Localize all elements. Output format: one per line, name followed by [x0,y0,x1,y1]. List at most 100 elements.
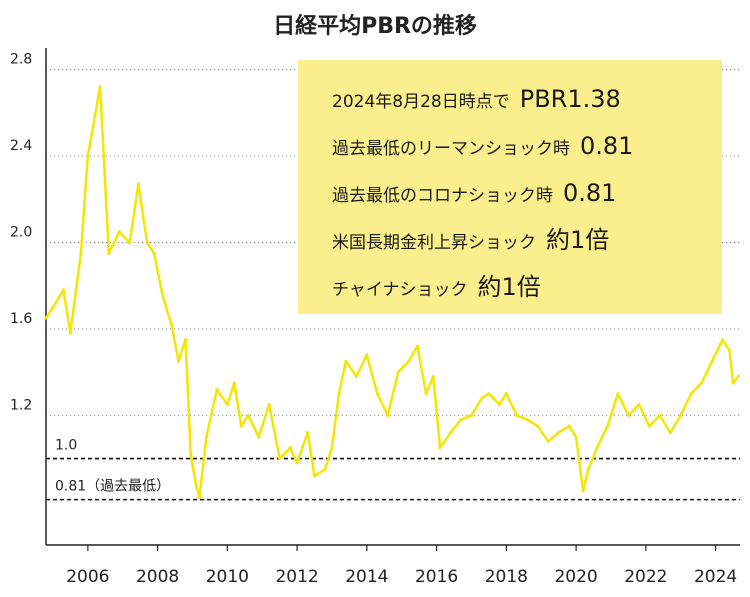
note-china: チャイナショック 約1倍 [332,264,722,311]
data-point [386,413,390,417]
data-point [215,387,219,392]
data-point [337,392,341,396]
note-value: 0.81 [580,132,634,160]
data-point [257,435,261,439]
data-point [161,294,165,299]
note-text: 過去最低のコロナショック時 [332,186,553,206]
annotation-box: 2024年8月28日時点で PBR1.38 過去最低のリーマンショック時 0.81 … [298,60,722,314]
data-point [720,338,725,342]
x-tick-label: 2018 [485,567,528,587]
data-point [480,396,484,400]
data-point [637,402,641,407]
data-point [616,392,620,396]
x-tick-label: 2014 [345,567,388,587]
data-point [354,374,358,379]
note-current-pbr: 2024年8月28日時点で PBR1.38 [332,76,722,123]
data-point [736,374,740,379]
data-point [448,431,453,435]
data-point [396,370,400,374]
data-point [365,353,369,357]
data-point [344,359,348,363]
chart-title: 日経平均PBRの推移 [273,14,477,39]
pbr-series-line [44,85,740,499]
data-point [710,359,714,363]
note-text: 2024年8月28日時点で [332,92,510,112]
x-tick-label: 2022 [624,567,667,587]
data-point [431,374,435,379]
data-point [51,305,55,309]
data-point [581,489,585,493]
data-point [424,392,428,396]
data-point [605,424,610,428]
data-point [438,446,442,450]
data-point [145,240,149,245]
data-point [668,431,672,435]
data-point [61,288,66,292]
y-tick-label: 2.8 [10,52,32,68]
x-tick-label: 2008 [136,567,179,587]
data-point [586,467,590,471]
data-point [497,402,501,407]
data-point [305,431,310,435]
data-point [546,439,550,443]
note-text: 過去最低のリーマンショック時 [332,139,570,159]
data-point [204,435,209,439]
data-point [183,338,188,342]
data-point [469,413,474,417]
data-point [536,424,540,428]
note-value: 0.81 [563,179,617,207]
data-point [658,413,662,417]
data-point [525,418,529,422]
data-point [323,467,327,471]
data-point [459,418,463,422]
data-point [232,381,236,385]
note-text: チャイナショック [332,280,468,300]
data-point [86,154,90,158]
note-text: 米国長期金利上昇ショック [332,233,536,253]
data-point [44,316,48,320]
data-point [626,413,631,417]
data-point [727,348,732,353]
note-lehman: 過去最低のリーマンショック時 0.81 [332,123,722,170]
data-point [176,359,181,363]
data-point [731,381,735,385]
data-point [225,402,229,407]
data-point [312,474,317,478]
y-tick-label: 1.2 [10,397,32,413]
reference-line-label: 1.0 [55,438,77,454]
data-point [128,240,132,245]
data-point [197,495,202,500]
data-point [700,381,704,385]
x-tick-label: 2010 [206,567,249,587]
reference-line-label: 0.81（過去最低） [55,479,170,495]
data-point [415,344,420,348]
data-point [68,331,73,335]
data-point [567,424,571,428]
note-value: 約1倍 [477,273,541,301]
note-value: 約1倍 [546,226,610,254]
x-tick-label: 2012 [275,567,318,587]
data-point [557,431,561,435]
data-point [375,392,379,396]
data-point [574,435,578,439]
y-tick-label: 2.0 [10,224,32,240]
data-point [136,182,141,186]
data-point [679,413,683,417]
data-point [689,392,693,396]
data-point [98,85,102,89]
data-point [407,359,411,363]
note-us-rates: 米国長期金利上昇ショック 約1倍 [332,217,722,264]
note-value: PBR1.38 [519,85,621,113]
data-point [169,322,174,327]
data-point [295,461,299,465]
data-point [107,251,111,255]
note-corona: 過去最低のコロナショック時 0.81 [332,170,722,217]
data-point [117,230,121,234]
data-point [504,392,508,396]
data-point [267,402,271,407]
x-tick-label: 2024 [694,567,737,587]
data-point [647,424,651,428]
x-tick-label: 2016 [415,567,458,587]
data-point [189,452,193,456]
